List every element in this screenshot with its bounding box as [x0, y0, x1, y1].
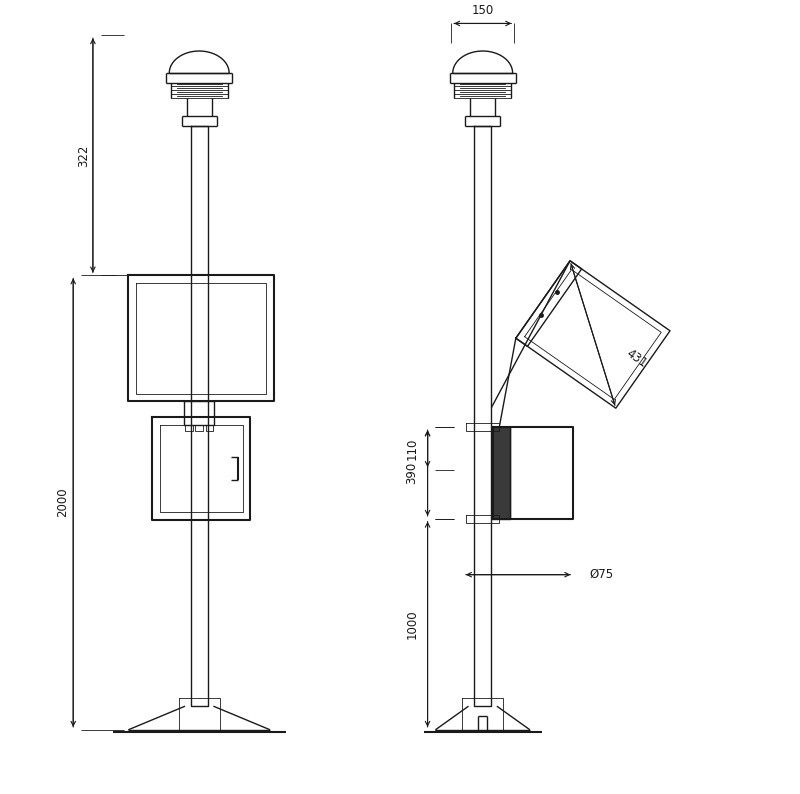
Text: Ø75: Ø75 [589, 569, 613, 581]
Text: 110: 110 [406, 437, 418, 460]
Text: 431: 431 [623, 346, 649, 370]
Text: 322: 322 [77, 145, 90, 167]
Text: 150: 150 [471, 4, 494, 17]
Text: 390: 390 [406, 462, 418, 484]
Text: 1000: 1000 [406, 610, 418, 639]
Text: 2000: 2000 [57, 488, 70, 518]
